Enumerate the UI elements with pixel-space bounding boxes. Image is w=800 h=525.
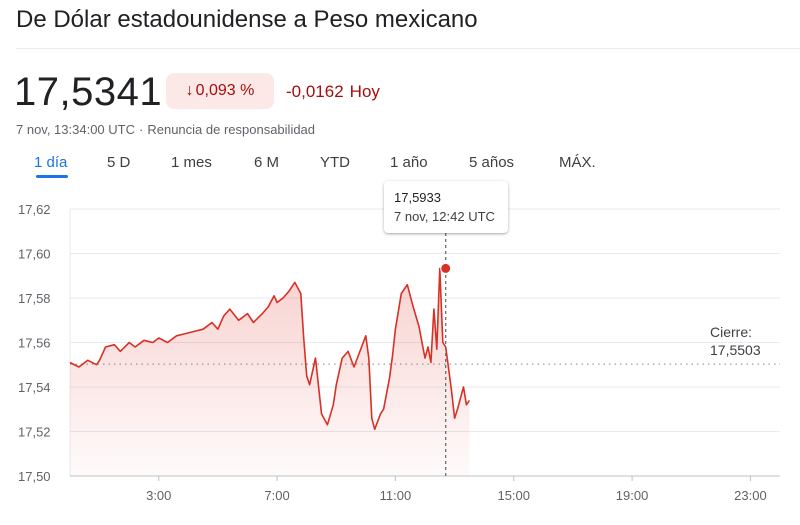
change-amount: -0,0162 Hoy [286,82,380,102]
range-tabs: 1 día 5 D 1 mes 6 M YTD 1 año 5 años MÁX… [0,150,800,180]
tab-1-month[interactable]: 1 mes [171,154,212,171]
y-tick-label: 17,62 [18,202,51,217]
change-period: Hoy [349,82,380,101]
tab-1-day[interactable]: 1 día [34,154,68,171]
tab-max[interactable]: MÁX. [559,154,596,171]
page-title: De Dólar estadounidense a Peso mexicano [16,6,478,33]
hover-point [440,262,452,274]
price-line [69,267,471,431]
meta-separator: · [139,122,144,137]
current-price: 17,5341 [14,70,163,114]
tooltip-value: 17,5933 [394,190,441,205]
hover-tooltip: 17,5933 7 nov, 12:42 UTC [384,181,508,233]
x-tick-label: 3:00 [146,488,171,503]
y-tick-label: 17,54 [18,380,51,395]
active-tab-indicator [36,175,68,178]
timestamp-line: 7 nov, 13:34:00 UTC · Renuncia de responsa… [16,122,315,137]
tooltip-time: 7 nov, 12:42 UTC [394,209,495,224]
title-divider [16,48,800,49]
x-tick-label: 23:00 [734,488,767,503]
timestamp: 7 nov, 13:34:00 UTC [16,122,135,137]
y-tick-label: 17,52 [18,425,51,440]
tab-5-days[interactable]: 5 D [107,154,131,171]
change-percent-badge: ↓ 0,093 % [166,73,274,109]
tab-6-months[interactable]: 6 M [254,154,280,171]
x-tick-label: 11:00 [380,488,412,503]
disclaimer-link[interactable]: Renuncia de responsabilidad [147,122,316,137]
y-tick-label: 17,58 [18,291,51,306]
tab-5-years[interactable]: 5 años [469,154,515,171]
previous-close-label: Cierre: 17,5503 [710,323,761,359]
y-tick-label: 17,56 [18,336,51,351]
tab-1-year[interactable]: 1 año [390,154,428,171]
tab-ytd[interactable]: YTD [320,154,350,171]
x-tick-label: 15:00 [497,488,530,503]
y-tick-label: 17,60 [18,247,51,262]
x-tick-label: 19:00 [616,488,649,503]
y-tick-label: 17,50 [18,469,51,484]
previous-close-value: 17,5503 [710,342,761,358]
change-percent: 0,093 % [195,82,255,99]
x-tick-label: 7:00 [264,488,289,503]
previous-close-title: Cierre: [710,324,753,340]
price-area [70,268,470,476]
change-abs: -0,0162 [286,82,344,101]
arrow-down-icon: ↓ [185,82,194,99]
